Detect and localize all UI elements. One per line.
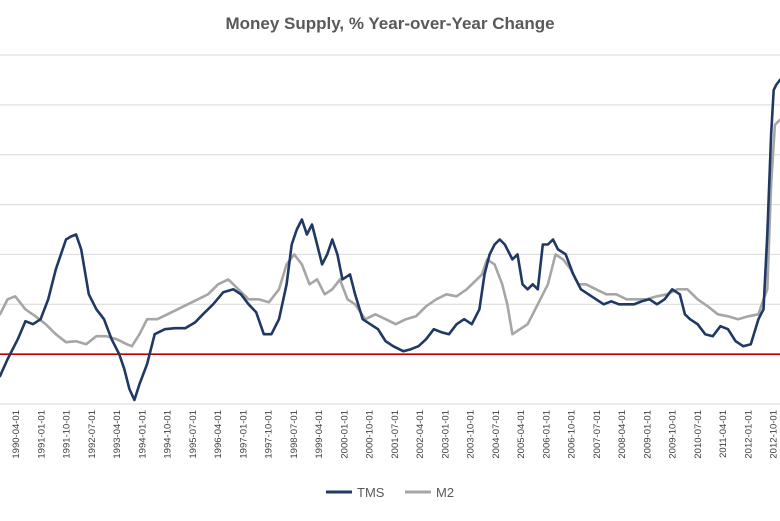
legend: TMS M2 [326,485,454,500]
x-tick-label: 2001-07-01 [390,410,401,459]
x-tick-label: 1995-07-01 [188,410,199,459]
x-tick-label: 2000-10-01 [365,410,376,459]
x-tick-label: 1991-10-01 [62,410,73,459]
x-tick-label: 2004-07-01 [491,410,502,459]
x-tick-label: 2008-04-01 [617,410,628,459]
x-tick-label: 2009-01-01 [642,410,653,459]
x-tick-label: 2003-01-01 [440,410,451,459]
x-tick-label: 1990-04-01 [11,410,22,459]
x-tick-label: 1997-01-01 [238,410,249,459]
x-tick-label: 2009-10-01 [668,410,679,459]
x-tick-label: 1994-01-01 [137,410,148,459]
x-tick-label: 1996-04-01 [213,410,224,459]
x-tick-label: 1998-07-01 [289,410,300,459]
x-tick-label: 2003-10-01 [466,410,477,459]
x-tick-label: 1993-04-01 [112,410,123,459]
x-tick-label: 1994-10-01 [163,410,174,459]
legend-label-tms: TMS [357,485,385,500]
series-lines [0,78,780,402]
x-tick-label: 2006-10-01 [567,410,578,459]
x-tick-label: 2002-04-01 [415,410,426,459]
x-tick-label: 2000-01-01 [339,410,350,459]
x-tick-label: 2010-07-01 [693,410,704,459]
x-tick-label: 2007-07-01 [592,410,603,459]
series-line-tms [0,78,780,402]
chart-title: Money Supply, % Year-over-Year Change [225,14,554,33]
series-line-m2 [0,118,780,348]
x-tick-label: 1992-07-01 [87,410,98,459]
x-tick-label: 2006-01-01 [541,410,552,459]
x-tick-label: 1999-04-01 [314,410,325,459]
x-tick-label: 2011-04-01 [718,410,729,458]
x-tick-label: 1997-10-01 [264,410,275,459]
x-tick-label: 2012-10-01 [769,410,780,459]
x-tick-label: 2012-01-01 [743,410,754,459]
x-tick-label: 2005-04-01 [516,410,527,459]
x-tick-label: 1991-01-01 [36,410,47,459]
legend-label-m2: M2 [436,485,454,500]
x-axis-tick-labels: 1990-04-01 1991-01-01 1991-10-01 1992-07-01… [11,410,780,459]
